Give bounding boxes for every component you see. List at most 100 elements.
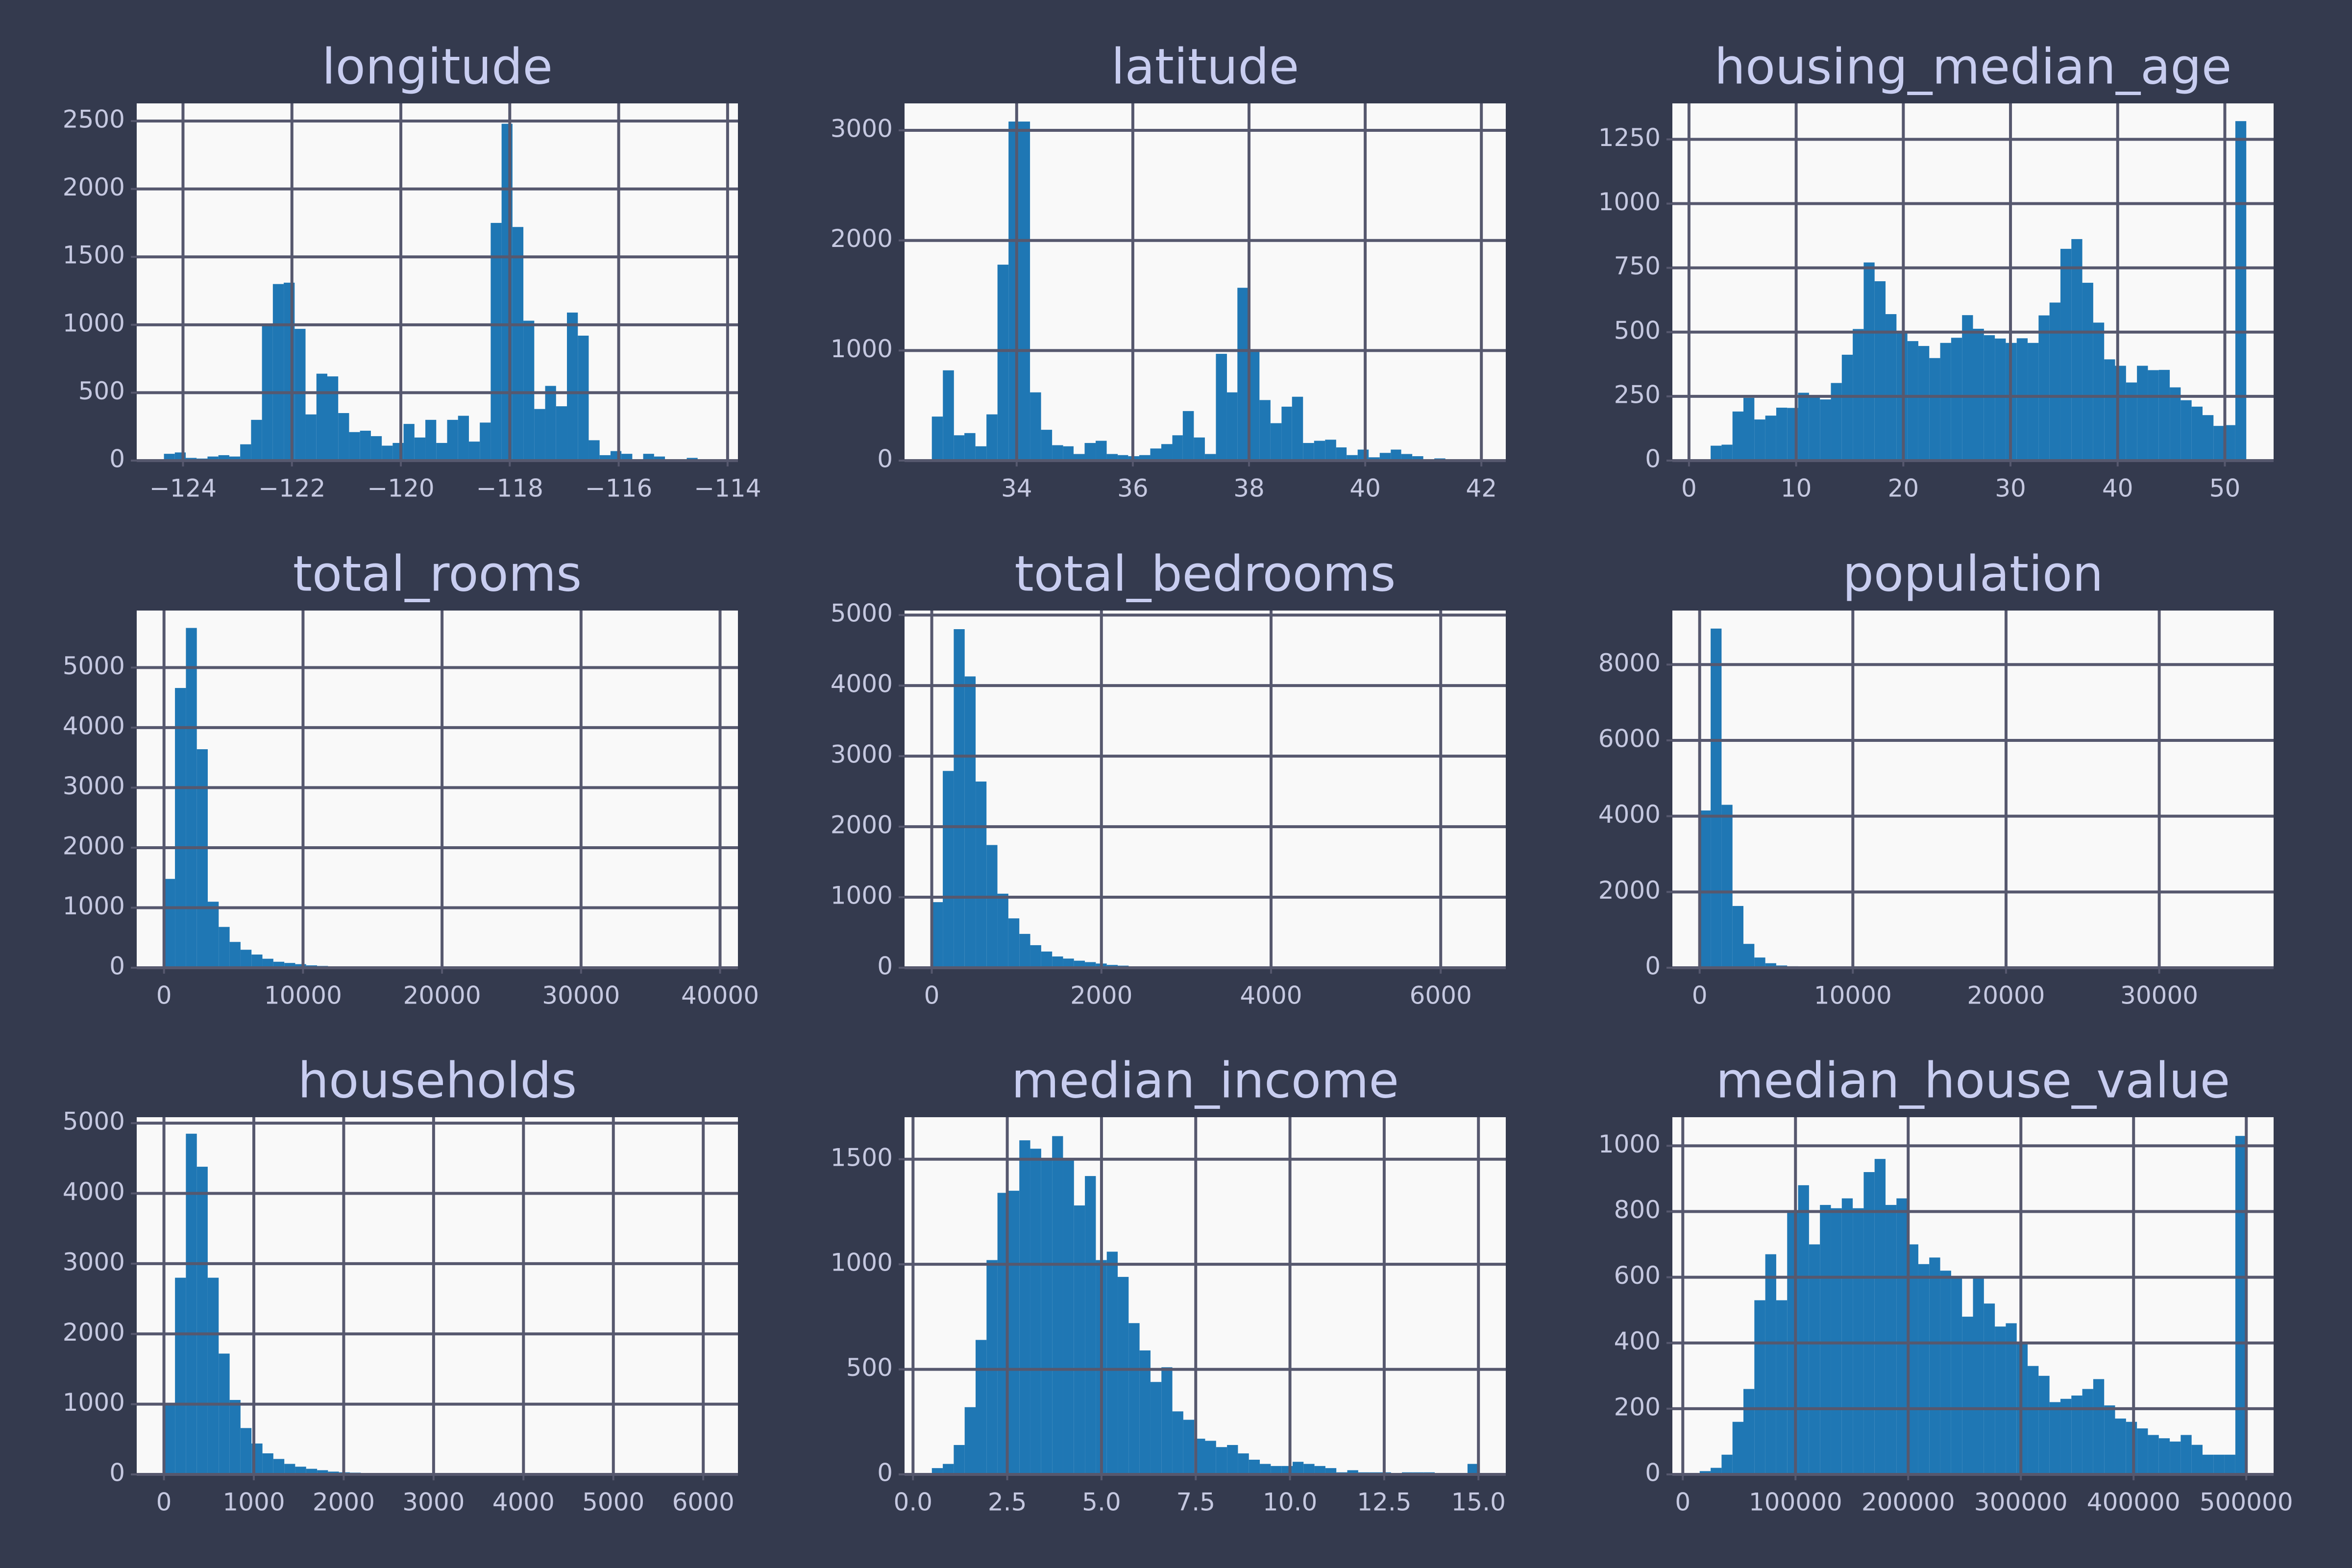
subplot-title: latitude <box>1111 38 1299 95</box>
bar <box>294 329 306 461</box>
bar <box>186 1133 197 1474</box>
bar <box>1314 441 1325 461</box>
bar <box>207 1277 219 1474</box>
subplot: median_income 0.0 2.5 5.0 7.5 10.0 12.5 15.0 0 50… <box>831 1052 1506 1517</box>
bar <box>2224 1454 2235 1474</box>
bar <box>262 958 273 968</box>
y-tick-label: 1500 <box>63 241 125 270</box>
x-tick-label: 0 <box>1675 1488 1690 1517</box>
bar <box>2137 1428 2148 1474</box>
x-tick-label: 0 <box>1692 981 1708 1010</box>
y-tick-label: 4000 <box>63 711 125 740</box>
y-tick-label: 1250 <box>1598 123 1661 152</box>
bar <box>1074 960 1085 968</box>
bar <box>349 432 360 461</box>
bar <box>1711 628 1722 968</box>
bar <box>2028 1366 2039 1474</box>
bar <box>567 312 578 461</box>
bar <box>1041 1159 1053 1474</box>
plot-area <box>905 103 1506 461</box>
y-tick-label: 3000 <box>831 115 893 143</box>
bar <box>164 1405 175 1474</box>
bar <box>1216 1447 1227 1474</box>
bar <box>370 436 382 461</box>
subplot-title: housing_median_age <box>1715 38 2232 95</box>
bar <box>1853 1208 1864 1474</box>
bar <box>1085 962 1096 968</box>
bar <box>2202 415 2214 461</box>
subplot: latitude 34 36 38 40 42 0 1000 2000 3000 <box>831 38 1506 503</box>
x-tick-label: −118 <box>476 474 543 503</box>
x-tick-label: 300000 <box>1974 1488 2068 1517</box>
bar <box>1303 443 1314 461</box>
x-tick-label: 30000 <box>2120 981 2198 1010</box>
bar <box>295 1467 306 1474</box>
bar <box>1874 281 1886 461</box>
bar <box>1391 449 1401 461</box>
bar <box>1019 1140 1030 1474</box>
bar <box>1161 1367 1173 1474</box>
bar <box>1161 444 1173 461</box>
bar <box>1776 407 1788 461</box>
bar <box>2060 1398 2072 1474</box>
bar <box>382 445 393 461</box>
y-tick-label: 0 <box>1645 952 1661 980</box>
bar <box>2213 1454 2225 1474</box>
x-tick-label: 1000 <box>222 1488 285 1517</box>
y-tick-label: 2000 <box>831 224 893 253</box>
bar <box>1776 1300 1788 1474</box>
bar <box>2224 425 2235 461</box>
bar <box>1831 1208 1842 1474</box>
bar <box>1951 1277 1962 1474</box>
bar <box>1019 122 1030 461</box>
x-tick-label: 20 <box>1888 474 1919 503</box>
bar <box>458 416 469 461</box>
x-tick-label: 10000 <box>264 981 342 1010</box>
bar <box>175 1277 186 1474</box>
y-tick-label: 8000 <box>1598 649 1661 677</box>
y-tick-label: 4000 <box>63 1177 125 1206</box>
x-tick-label: 6000 <box>672 1488 735 1517</box>
bar <box>1765 963 1776 968</box>
bar <box>954 1445 965 1474</box>
plot-area <box>137 103 738 461</box>
bar <box>447 419 458 461</box>
bar <box>2049 1402 2060 1474</box>
bar <box>338 413 349 461</box>
bar <box>305 414 317 461</box>
x-tick-label: −116 <box>585 474 652 503</box>
bar <box>219 1353 230 1474</box>
bar <box>1052 1136 1063 1474</box>
x-tick-label: 4000 <box>1240 981 1302 1010</box>
bar <box>1962 1317 1973 1474</box>
y-tick-label: 0 <box>877 952 893 980</box>
subplot-title: total_bedrooms <box>1015 545 1396 602</box>
bar <box>468 441 480 461</box>
bar <box>1809 395 1820 461</box>
bar <box>1401 454 1413 461</box>
y-tick-label: 0 <box>109 1459 125 1487</box>
bar <box>2038 315 2050 461</box>
bar <box>1412 456 1423 461</box>
x-tick-label: −122 <box>258 474 325 503</box>
bar <box>1984 335 1995 461</box>
y-tick-label: 1500 <box>831 1143 893 1172</box>
bar <box>2104 359 2115 461</box>
bar <box>1721 444 1733 461</box>
subplot-title: longitude <box>322 38 553 95</box>
y-tick-label: 2000 <box>63 832 125 860</box>
bar <box>2082 1389 2093 1474</box>
bar <box>317 1470 328 1474</box>
x-tick-label: 2000 <box>1070 981 1132 1010</box>
subplot: median_house_value 0 100000 200000 300000 400… <box>1598 1052 2293 1516</box>
x-tick-label: 0 <box>156 981 172 1010</box>
subplot: households 0 1000 2000 3000 4000 5000 6000 0 1000… <box>63 1052 738 1517</box>
bar <box>2115 1418 2126 1474</box>
bar <box>316 373 327 461</box>
bar <box>1248 351 1260 461</box>
bar <box>1732 411 1744 461</box>
bar <box>2180 1435 2192 1474</box>
bar <box>1259 400 1271 461</box>
